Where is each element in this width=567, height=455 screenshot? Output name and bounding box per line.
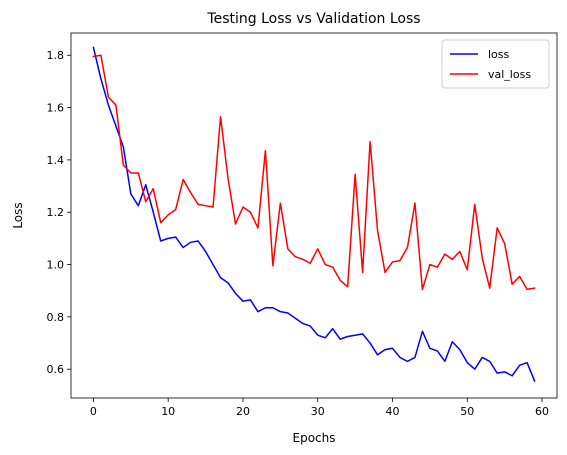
y-tick-label: 1.0 bbox=[47, 259, 65, 272]
y-axis-label: Loss bbox=[11, 202, 25, 228]
x-tick-label: 40 bbox=[386, 405, 400, 418]
plot-area: 0 10 20 30 40 50 60 0.6 0.8 1.0 1.2 1.4 1.6 1.8 bbox=[47, 32, 558, 418]
x-tick-label: 50 bbox=[460, 405, 474, 418]
x-tick-label: 10 bbox=[161, 405, 175, 418]
x-tick-label: 20 bbox=[236, 405, 250, 418]
y-tick-label: 0.8 bbox=[47, 311, 65, 324]
chart-title: Testing Loss vs Validation Loss bbox=[206, 11, 420, 27]
x-tick-label: 30 bbox=[311, 405, 325, 418]
legend: loss val_loss bbox=[441, 39, 550, 89]
y-tick-label: 0.6 bbox=[47, 363, 65, 376]
legend-label-val-loss: val_loss bbox=[488, 68, 531, 81]
y-tick-label: 1.8 bbox=[47, 49, 65, 62]
x-tick-label: 0 bbox=[90, 405, 97, 418]
x-tick-label: 60 bbox=[535, 405, 549, 418]
legend-label-loss: loss bbox=[488, 48, 510, 61]
x-axis-label: Epochs bbox=[293, 431, 336, 445]
legend-box bbox=[441, 39, 550, 89]
y-tick-label: 1.2 bbox=[47, 206, 65, 219]
plot-frame bbox=[70, 32, 558, 399]
y-axis-ticks: 0.6 0.8 1.0 1.2 1.4 1.6 1.8 bbox=[47, 49, 71, 376]
series-lines bbox=[92, 46, 536, 382]
series-line-val-loss bbox=[92, 54, 536, 291]
y-tick-label: 1.4 bbox=[47, 154, 65, 167]
series-line-loss bbox=[92, 46, 536, 382]
y-tick-label: 1.6 bbox=[47, 102, 65, 115]
x-axis-ticks: 0 10 20 30 40 50 60 bbox=[90, 398, 549, 418]
